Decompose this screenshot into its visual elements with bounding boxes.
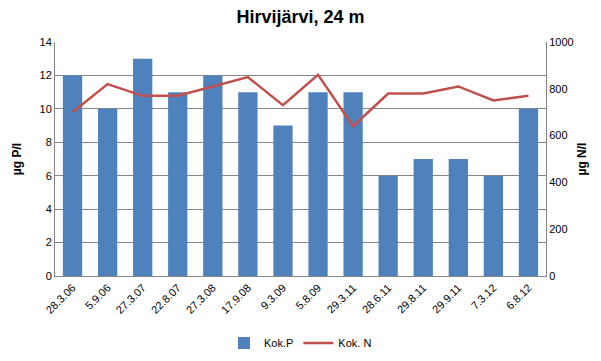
svg-text:22.8.07: 22.8.07 [149,282,183,316]
svg-text:29.3.11: 29.3.11 [325,282,359,316]
svg-text:29.8.11: 29.8.11 [395,282,429,316]
svg-text:8: 8 [46,136,52,148]
svg-text:Hirvijärvi, 24 m: Hirvijärvi, 24 m [236,7,364,27]
svg-text:Kok.P: Kok.P [264,337,293,349]
svg-text:27.3.07: 27.3.07 [114,282,148,316]
svg-text:6: 6 [46,170,52,182]
svg-text:28.3.06: 28.3.06 [43,282,77,316]
svg-text:12: 12 [40,69,52,81]
svg-text:600: 600 [549,129,567,141]
svg-text:0: 0 [549,270,555,282]
svg-text:4: 4 [46,203,52,215]
svg-text:400: 400 [549,176,567,188]
svg-text:17.9.08: 17.9.08 [219,282,253,316]
svg-text:7.3.12: 7.3.12 [469,282,499,312]
svg-text:1000: 1000 [549,36,573,48]
svg-text:29.9.11: 29.9.11 [430,282,464,316]
svg-text:5.9.06: 5.9.06 [83,282,113,312]
svg-text:µg N/l: µg N/l [575,143,589,176]
svg-text:2: 2 [46,236,52,248]
svg-text:Kok. N: Kok. N [338,337,371,349]
svg-text:µg P/l: µg P/l [10,143,24,175]
svg-text:800: 800 [549,83,567,95]
svg-text:10: 10 [40,103,52,115]
svg-text:6.8.12: 6.8.12 [504,282,534,312]
svg-text:200: 200 [549,223,567,235]
svg-text:9.3.09: 9.3.09 [258,282,288,312]
svg-text:27.3.08: 27.3.08 [184,282,218,316]
svg-text:0: 0 [46,270,52,282]
svg-text:5.8.09: 5.8.09 [293,282,323,312]
svg-text:28.6.11: 28.6.11 [360,282,394,316]
svg-text:14: 14 [40,36,52,48]
